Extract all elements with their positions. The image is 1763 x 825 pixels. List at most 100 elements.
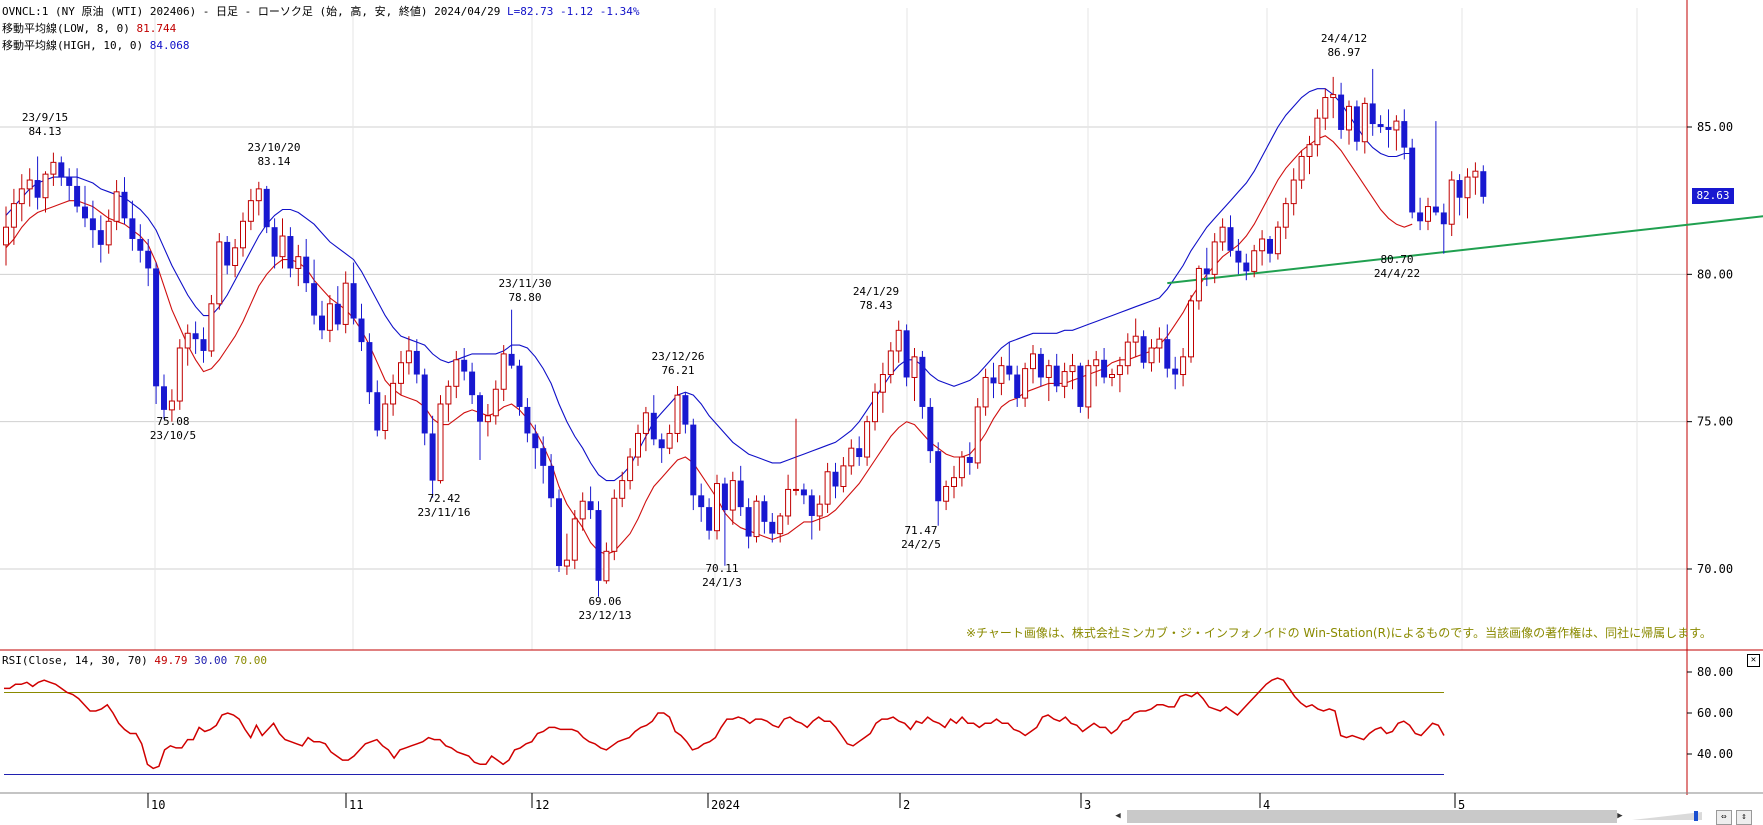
candle-body bbox=[1101, 359, 1108, 378]
candle bbox=[1409, 138, 1416, 219]
candle-body bbox=[848, 447, 855, 467]
candle-body bbox=[398, 362, 404, 384]
candle bbox=[18, 174, 25, 222]
candle bbox=[658, 433, 665, 463]
candle-body bbox=[208, 303, 215, 352]
candle-body bbox=[1069, 365, 1076, 373]
zoom-out-icon[interactable]: ⇕ bbox=[1736, 810, 1752, 825]
candles-layer bbox=[3, 68, 1487, 597]
horizontal-scrollbar-thumb[interactable] bbox=[1127, 810, 1617, 823]
candle bbox=[1290, 168, 1297, 216]
zoom-slider-handle[interactable] bbox=[1694, 811, 1698, 821]
candle-body bbox=[832, 471, 839, 487]
candle bbox=[1053, 353, 1060, 393]
candle-body bbox=[1030, 353, 1036, 370]
candle bbox=[295, 244, 302, 287]
candle bbox=[1014, 365, 1021, 407]
candle-body bbox=[1369, 103, 1376, 125]
candle-body bbox=[1393, 120, 1400, 131]
candle-body bbox=[271, 227, 278, 257]
candle-body bbox=[129, 218, 136, 239]
zoom-in-icon[interactable]: ⇔ bbox=[1716, 810, 1732, 825]
rsi-legend: RSI(Close, 14, 30, 70) 49.79 30.00 70.00 bbox=[2, 654, 267, 667]
candle bbox=[690, 418, 697, 511]
candle-body bbox=[437, 403, 444, 482]
rsi-tick-label: 80.00 bbox=[1697, 665, 1733, 679]
candle bbox=[1464, 168, 1471, 219]
candle bbox=[421, 368, 428, 446]
candle-body bbox=[1132, 335, 1139, 343]
candle bbox=[153, 262, 160, 404]
ma-high-legend: 移動平均線(HIGH, 10, 0) 84.068 bbox=[2, 37, 189, 53]
candle bbox=[832, 462, 839, 499]
candle-body bbox=[184, 332, 191, 349]
candle bbox=[350, 262, 357, 325]
candle-body bbox=[26, 179, 33, 190]
candle bbox=[1314, 109, 1321, 157]
candle-body bbox=[1093, 359, 1100, 367]
candle bbox=[279, 218, 286, 269]
candle bbox=[74, 168, 81, 213]
candle bbox=[642, 406, 649, 452]
candle bbox=[1172, 356, 1179, 390]
close-pane-icon[interactable]: ✕ bbox=[1747, 654, 1760, 667]
candle-body bbox=[137, 238, 144, 251]
candle bbox=[856, 436, 863, 466]
candle bbox=[484, 403, 491, 437]
candle-body bbox=[500, 353, 507, 390]
candle-body bbox=[1314, 117, 1321, 146]
candle bbox=[1259, 230, 1266, 266]
candle-body bbox=[1330, 94, 1337, 99]
candle bbox=[714, 474, 720, 540]
candle bbox=[1195, 265, 1202, 310]
price-tick-label: 85.00 bbox=[1697, 120, 1733, 134]
annotation-label: 78.80 bbox=[508, 291, 541, 304]
annotation-label: 72.42 bbox=[427, 492, 460, 505]
candle-body bbox=[1432, 206, 1439, 213]
candle-body bbox=[1440, 212, 1447, 225]
candle-body bbox=[1037, 353, 1044, 378]
candle-body bbox=[279, 235, 286, 258]
candle-body bbox=[216, 241, 223, 305]
candle bbox=[366, 333, 373, 404]
candle bbox=[524, 398, 531, 443]
candle-body bbox=[579, 500, 586, 520]
zoom-slider[interactable] bbox=[1632, 811, 1702, 821]
price-tick-label: 75.00 bbox=[1697, 415, 1733, 429]
candle-body bbox=[1140, 336, 1147, 363]
scroll-right-icon[interactable]: ▶ bbox=[1617, 811, 1623, 821]
candle-body bbox=[1172, 368, 1179, 375]
candle bbox=[745, 498, 752, 549]
candle bbox=[579, 492, 586, 531]
candle-body bbox=[1116, 365, 1123, 376]
candle bbox=[121, 177, 128, 225]
candle bbox=[390, 374, 397, 416]
candle bbox=[26, 168, 33, 207]
title-prefix: OVNCL:1 (NY 原油 (WTI) 202406) - 日足 - ローソク… bbox=[2, 5, 507, 18]
candle-body bbox=[42, 173, 49, 199]
candle bbox=[1480, 165, 1487, 204]
time-tick-label: 10 bbox=[151, 798, 165, 812]
candle bbox=[429, 415, 436, 498]
candle-body bbox=[879, 374, 886, 393]
candle bbox=[848, 439, 855, 475]
candle bbox=[721, 477, 728, 566]
candle-body bbox=[642, 412, 649, 434]
candle-body bbox=[1417, 212, 1424, 222]
candle bbox=[1188, 294, 1194, 363]
candle bbox=[1417, 197, 1424, 231]
candle-body bbox=[1188, 300, 1194, 358]
candle-body bbox=[1006, 365, 1013, 375]
candle bbox=[42, 171, 49, 213]
candle-body bbox=[777, 515, 784, 535]
time-tick-label: 11 bbox=[349, 798, 363, 812]
candle-body bbox=[563, 559, 570, 567]
candle bbox=[1432, 121, 1439, 216]
scroll-left-icon[interactable]: ◀ bbox=[1115, 811, 1121, 821]
candle-body bbox=[872, 391, 878, 423]
candle-body bbox=[603, 550, 610, 582]
candle bbox=[603, 542, 610, 584]
rsi-tick-label: 40.00 bbox=[1697, 747, 1733, 761]
candle bbox=[500, 345, 507, 402]
candle bbox=[492, 380, 499, 425]
